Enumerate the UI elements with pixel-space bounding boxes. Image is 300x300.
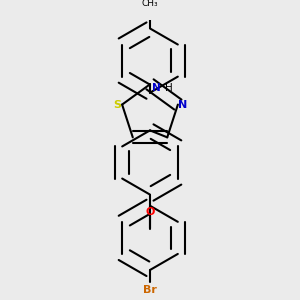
Text: N: N bbox=[152, 83, 161, 94]
Text: O: O bbox=[145, 207, 155, 217]
Text: S: S bbox=[113, 100, 121, 110]
Text: CH₃: CH₃ bbox=[142, 0, 158, 8]
Text: H: H bbox=[165, 83, 173, 94]
Text: N: N bbox=[178, 100, 188, 110]
Text: Br: Br bbox=[143, 285, 157, 295]
